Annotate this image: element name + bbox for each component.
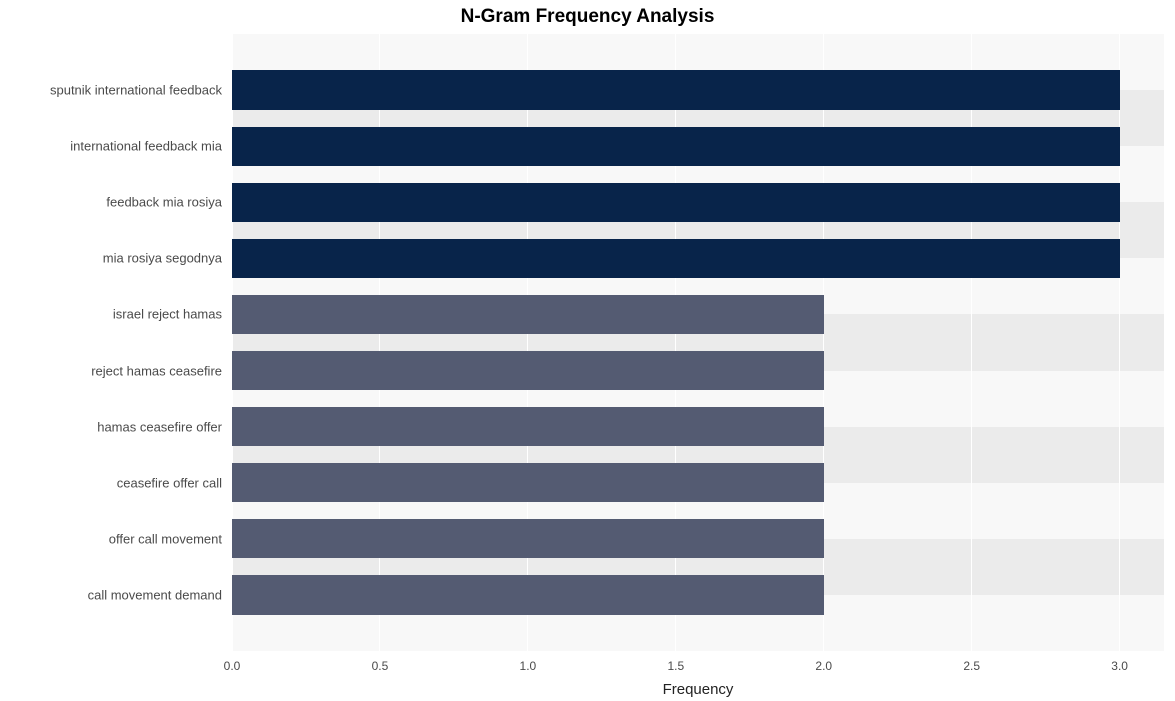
y-tick-label: ceasefire offer call xyxy=(117,475,232,490)
y-tick-label: hamas ceasefire offer xyxy=(97,419,232,434)
bar xyxy=(232,463,824,502)
y-tick-label: reject hamas ceasefire xyxy=(91,363,232,378)
bar xyxy=(232,127,1120,166)
x-axis-title: Frequency xyxy=(663,681,734,698)
x-tick-label: 1.5 xyxy=(667,651,684,673)
x-tick-label: 0.0 xyxy=(224,651,241,673)
x-tick-label: 2.5 xyxy=(963,651,980,673)
y-tick-label: israel reject hamas xyxy=(113,307,232,322)
y-tick-label: call movement demand xyxy=(88,587,232,602)
y-tick-label: sputnik international feedback xyxy=(50,83,232,98)
x-tick-label: 0.5 xyxy=(372,651,389,673)
bar xyxy=(232,519,824,558)
x-tick-label: 3.0 xyxy=(1111,651,1128,673)
bar xyxy=(232,239,1120,278)
chart-title: N-Gram Frequency Analysis xyxy=(0,6,1175,28)
bar xyxy=(232,295,824,334)
x-tick-label: 1.0 xyxy=(520,651,537,673)
bar xyxy=(232,407,824,446)
bar xyxy=(232,351,824,390)
bar xyxy=(232,575,824,614)
y-tick-label: international feedback mia xyxy=(70,139,232,154)
plot-area: sputnik international feedbackinternatio… xyxy=(232,34,1164,651)
ngram-chart: N-Gram Frequency Analysis sputnik intern… xyxy=(0,0,1175,701)
x-tick-label: 2.0 xyxy=(815,651,832,673)
y-tick-label: feedback mia rosiya xyxy=(106,195,232,210)
bar xyxy=(232,70,1120,109)
y-tick-label: mia rosiya segodnya xyxy=(103,251,232,266)
y-tick-label: offer call movement xyxy=(109,531,232,546)
bar xyxy=(232,183,1120,222)
